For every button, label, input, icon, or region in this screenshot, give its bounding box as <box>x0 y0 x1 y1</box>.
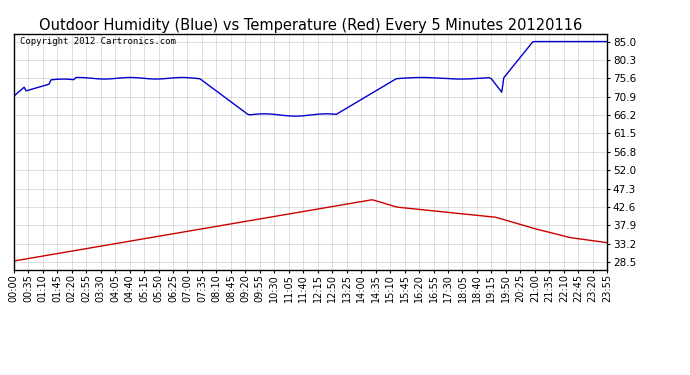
Text: Copyright 2012 Cartronics.com: Copyright 2012 Cartronics.com <box>20 37 176 46</box>
Title: Outdoor Humidity (Blue) vs Temperature (Red) Every 5 Minutes 20120116: Outdoor Humidity (Blue) vs Temperature (… <box>39 18 582 33</box>
